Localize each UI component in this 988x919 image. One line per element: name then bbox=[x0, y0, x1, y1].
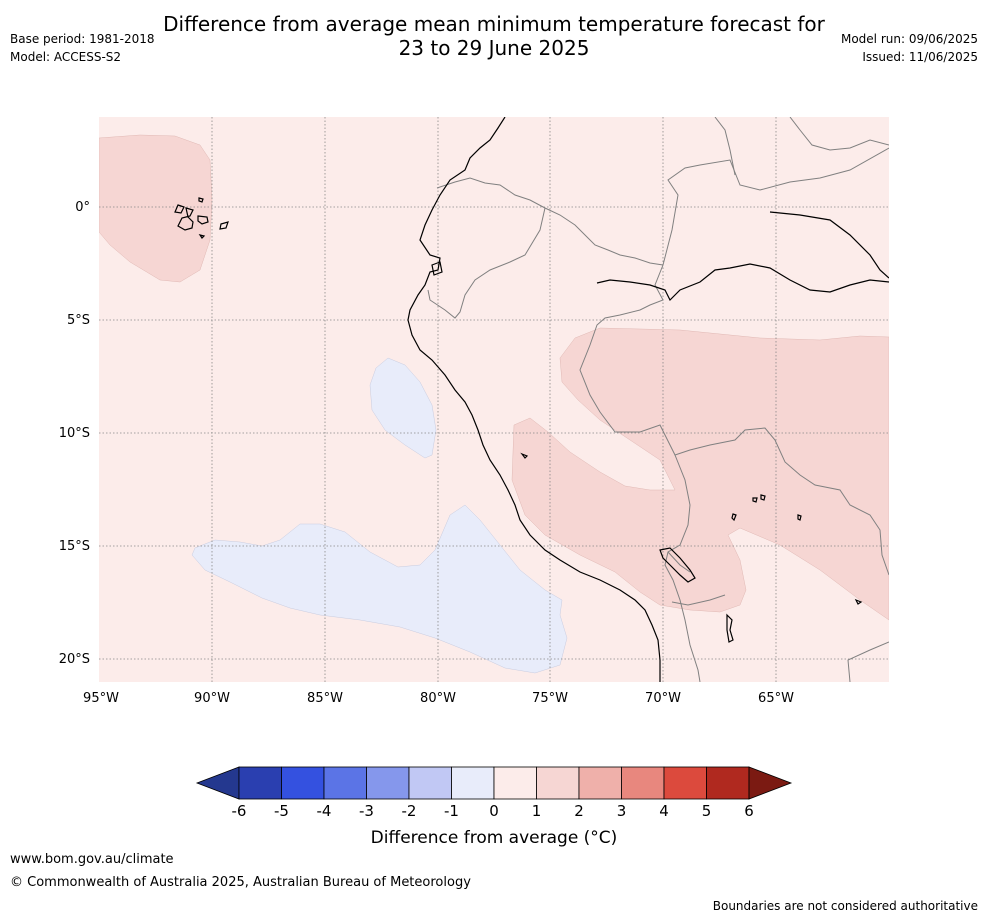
colorbar-segment bbox=[366, 766, 410, 800]
lon-label-70w: 70°W bbox=[645, 691, 681, 706]
colorbar bbox=[195, 766, 793, 800]
colorbar-tick-label: 6 bbox=[744, 802, 754, 820]
colorbar-segment bbox=[238, 766, 282, 800]
colorbar-extend-high bbox=[748, 766, 793, 800]
colorbar-tick-label: -1 bbox=[444, 802, 459, 820]
footer-url[interactable]: www.bom.gov.au/climate bbox=[10, 852, 174, 867]
anomaly-area-andes bbox=[511, 327, 889, 621]
lat-label-20s: 20°S bbox=[59, 652, 90, 667]
anomaly-area-negative-north bbox=[369, 357, 437, 459]
lat-label-5s: 5°S bbox=[67, 313, 90, 328]
lat-label-0: 0° bbox=[75, 200, 90, 215]
footer-disclaimer: Boundaries are not considered authoritat… bbox=[712, 899, 978, 913]
colorbar-segment bbox=[451, 766, 495, 800]
colorbar-extend-low bbox=[195, 766, 240, 800]
issued-date: Issued: 11/06/2025 bbox=[862, 50, 978, 64]
colorbar-label: Difference from average (°C) bbox=[370, 828, 618, 848]
graticule bbox=[99, 117, 889, 682]
colorbar-segment bbox=[706, 766, 750, 800]
lon-label-80w: 80°W bbox=[420, 691, 456, 706]
meta-left: Base period: 1981-2018 Model: ACCESS-S2 bbox=[10, 30, 155, 66]
colorbar-tick-label: -3 bbox=[359, 802, 374, 820]
colorbar-tick-label: -5 bbox=[274, 802, 289, 820]
colorbar-segment bbox=[281, 766, 325, 800]
colorbar-segment bbox=[323, 766, 367, 800]
colorbar-segment bbox=[493, 766, 537, 800]
colorbar-ticks: -6 -5 -4 -3 -2 -1 0 1 2 3 4 5 6 bbox=[232, 802, 754, 820]
model-run: Model run: 09/06/2025 bbox=[840, 32, 978, 46]
longitude-labels: 95°W 90°W 85°W 80°W 75°W 70°W 65°W bbox=[83, 691, 794, 706]
colorbar-tick-label: 1 bbox=[532, 802, 542, 820]
title-line-2: 23 to 29 June 2025 bbox=[398, 36, 590, 60]
colorbar-segment bbox=[621, 766, 665, 800]
lon-label-75w: 75°W bbox=[532, 691, 568, 706]
latitude-labels: 0° 5°S 10°S 15°S 20°S bbox=[59, 200, 90, 667]
colorbar-segment bbox=[578, 766, 622, 800]
colorbar-tick-label: 3 bbox=[617, 802, 627, 820]
base-period: Base period: 1981-2018 bbox=[10, 32, 155, 46]
lon-label-90w: 90°W bbox=[194, 691, 230, 706]
lat-label-10s: 10°S bbox=[59, 426, 90, 441]
colorbar-tick-label: -2 bbox=[402, 802, 417, 820]
colorbar-tick-label: -4 bbox=[317, 802, 332, 820]
lon-label-65w: 65°W bbox=[758, 691, 794, 706]
colorbar-tick-label: -6 bbox=[232, 802, 247, 820]
meta-right: Model run: 09/06/2025 Issued: 11/06/2025 bbox=[841, 30, 978, 66]
anomaly-area-galapagos bbox=[99, 134, 213, 283]
title-line-1: Difference from average mean minimum tem… bbox=[163, 12, 825, 36]
colorbar-segment bbox=[536, 766, 580, 800]
anomaly-area-negative-south bbox=[191, 504, 568, 674]
coastline bbox=[174, 117, 889, 682]
footer-copyright: © Commonwealth of Australia 2025, Austra… bbox=[10, 875, 471, 890]
lon-label-85w: 85°W bbox=[307, 691, 343, 706]
colorbar-tick-label: 4 bbox=[659, 802, 669, 820]
lat-label-15s: 15°S bbox=[59, 539, 90, 554]
colorbar-tick-label: 2 bbox=[574, 802, 584, 820]
model-name: Model: ACCESS-S2 bbox=[10, 50, 122, 64]
colorbar-tick-label: 5 bbox=[702, 802, 712, 820]
country-borders bbox=[427, 117, 889, 682]
map-title: Difference from average mean minimum tem… bbox=[0, 12, 988, 60]
colorbar-segment bbox=[663, 766, 707, 800]
lon-label-95w: 95°W bbox=[83, 691, 119, 706]
colorbar-segment bbox=[408, 766, 452, 800]
colorbar-tick-label: 0 bbox=[489, 802, 499, 820]
